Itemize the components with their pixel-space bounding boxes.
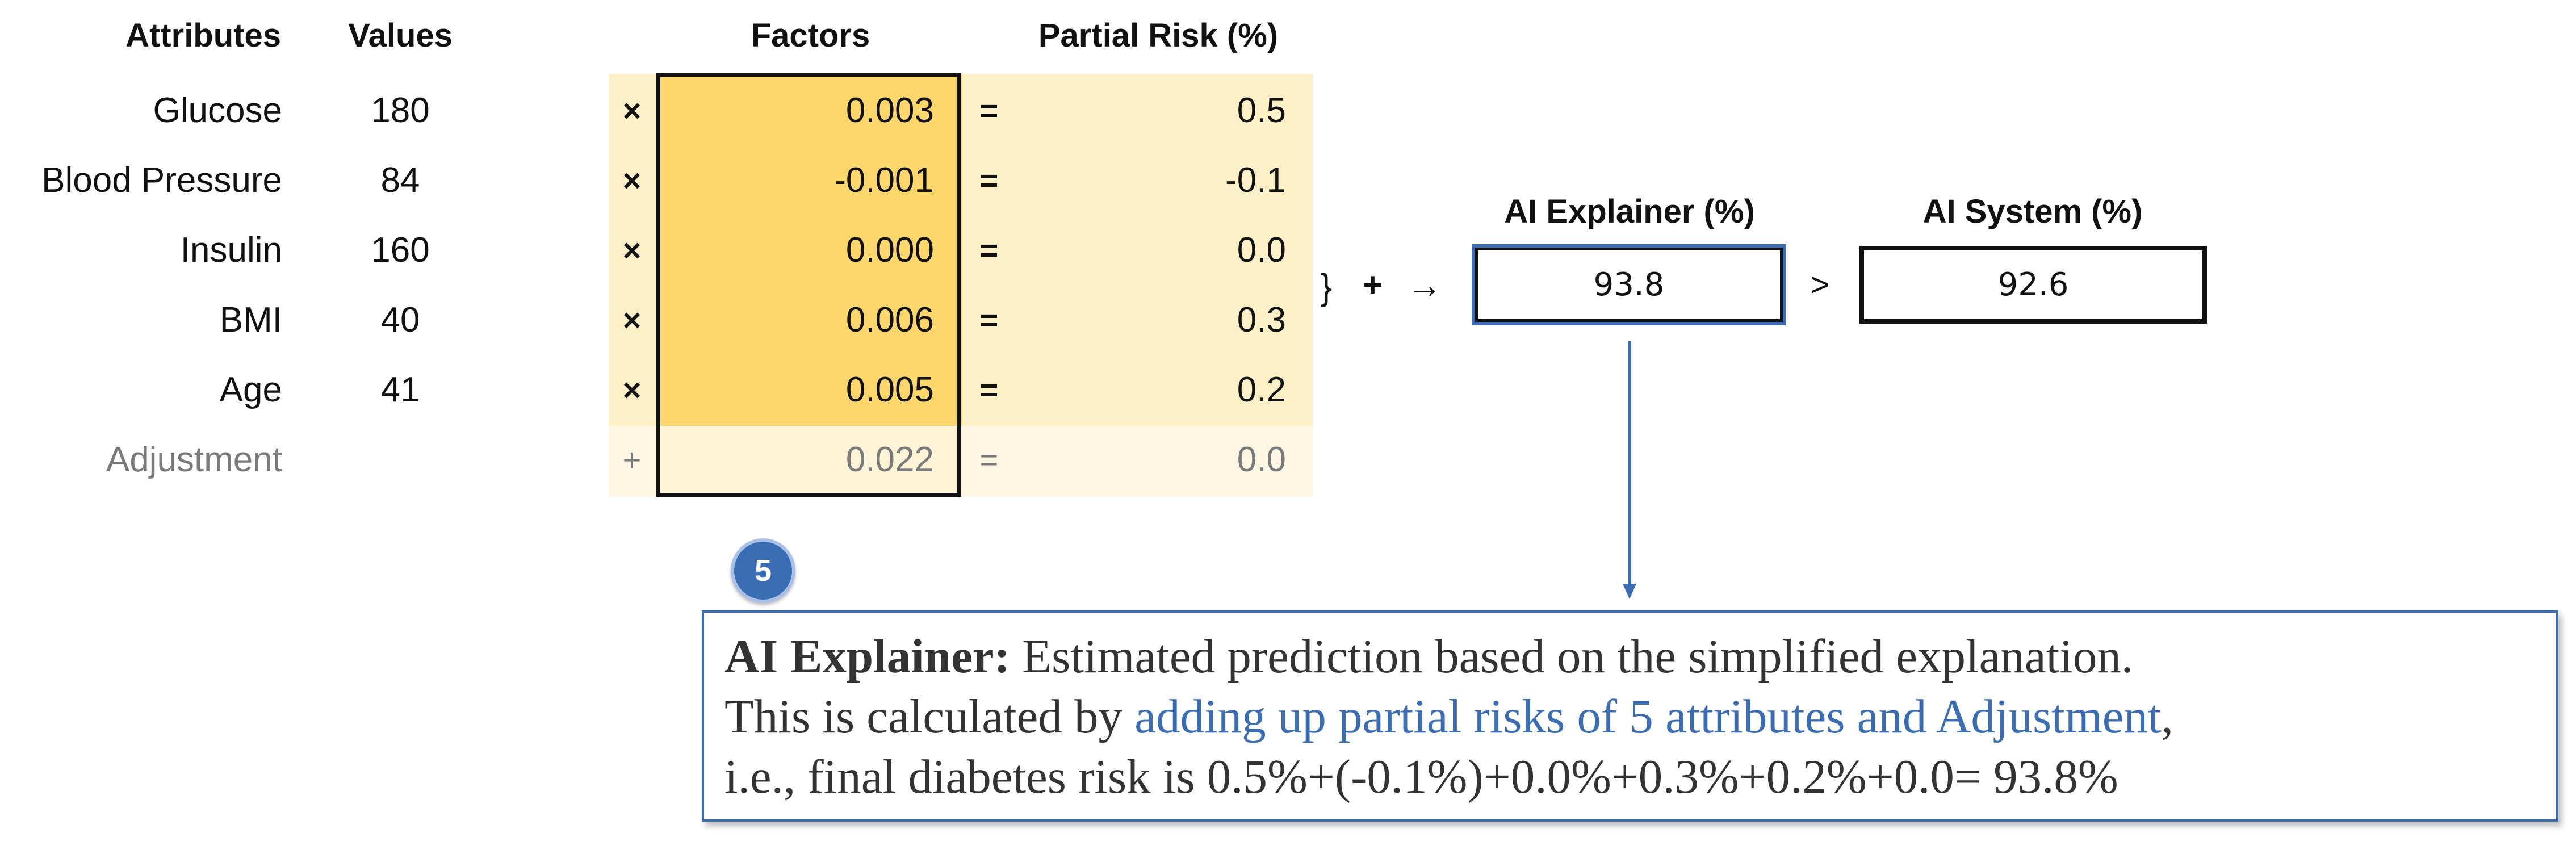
callout-description: Estimated prediction based on the simpli… — [1010, 630, 2134, 683]
callout-line2-prefix: This is calculated by — [724, 690, 1135, 743]
explanation-callout: AI Explainer: Estimated prediction based… — [702, 610, 2558, 822]
partial-risk-value: 0.0 — [1237, 231, 1286, 270]
attribute-value: 84 — [380, 161, 420, 200]
equals-operator: = — [979, 442, 999, 478]
header-attributes: Attributes — [125, 17, 281, 54]
equals-operator: = — [979, 93, 999, 128]
multiply-operator: × — [622, 302, 642, 338]
partial-risk-value: -0.1 — [1225, 161, 1286, 200]
attribute-label: BMI — [219, 300, 282, 340]
factor-value: 0.000 — [845, 231, 934, 270]
header-partial-risk: Partial Risk (%) — [1038, 17, 1279, 54]
attribute-value: 180 — [371, 91, 430, 130]
connector-arrow — [1623, 341, 1636, 599]
factor-column-fill — [659, 74, 962, 426]
attribute-label: Age — [219, 370, 282, 409]
callout-highlight: adding up partial risks of 5 attributes … — [1134, 690, 2162, 743]
connector-arrowhead — [1623, 584, 1636, 599]
adjustment-label: Adjustment — [106, 440, 282, 479]
adjustment-factor-value: 0.022 — [845, 440, 934, 479]
partial-risk-value: 0.5 — [1237, 91, 1286, 130]
greater-than-symbol: > — [1810, 266, 1829, 303]
attribute-value: 41 — [380, 370, 420, 409]
adjustment-partial-risk-value: 0.0 — [1237, 440, 1286, 479]
arrow-icon: → — [1406, 265, 1443, 305]
attribute-label: Blood Pressure — [41, 161, 282, 200]
ai-explainer-value: 93.8 — [1593, 266, 1665, 303]
ai-system-value: 92.6 — [1997, 266, 2069, 303]
callout-title: AI Explainer: — [724, 630, 1010, 683]
equals-operator: = — [979, 162, 999, 198]
sum-plus: + — [1363, 266, 1383, 304]
ai-system-value-box: 92.6 — [1859, 246, 2207, 324]
factor-value: -0.001 — [834, 161, 934, 200]
partial-risk-value: 0.2 — [1237, 370, 1286, 409]
equals-operator: = — [979, 372, 999, 408]
factor-column-border — [656, 73, 961, 497]
header-values: Values — [348, 17, 453, 54]
multiply-operator: × — [622, 372, 642, 408]
callout-line2-suffix: , — [2161, 690, 2173, 743]
attribute-value: 160 — [371, 231, 430, 270]
ai-explainer-label: AI Explainer (%) — [1504, 193, 1755, 230]
attribute-label: Glucose — [153, 91, 282, 130]
factor-value: 0.003 — [845, 91, 934, 130]
multiply-operator: × — [622, 162, 642, 198]
step-badge: 5 — [731, 538, 795, 603]
callout-line-1: AI Explainer: Estimated prediction based… — [724, 626, 2536, 686]
header-factors: Factors — [751, 17, 870, 54]
factor-value: 0.006 — [845, 300, 934, 340]
ai-system-label: AI System (%) — [1922, 193, 2143, 230]
equals-operator: = — [979, 232, 999, 268]
ai-explainer-value-box: 93.8 — [1472, 244, 1786, 325]
callout-line-3: i.e., final diabetes risk is 0.5%+(-0.1%… — [724, 750, 2118, 803]
partial-risk-value: 0.3 — [1237, 300, 1286, 340]
attribute-value: 40 — [380, 300, 420, 340]
callout-line-2: This is calculated by adding up partial … — [724, 686, 2536, 747]
multiply-operator: × — [622, 232, 642, 268]
factor-value: 0.005 — [845, 370, 934, 409]
plus-operator: + — [622, 442, 642, 478]
attribute-label: Insulin — [180, 231, 282, 270]
factor-adjustment-fill — [659, 426, 962, 497]
closing-brace: } — [1320, 266, 1333, 307]
equals-operator: = — [979, 302, 999, 338]
multiply-operator: × — [622, 93, 642, 128]
